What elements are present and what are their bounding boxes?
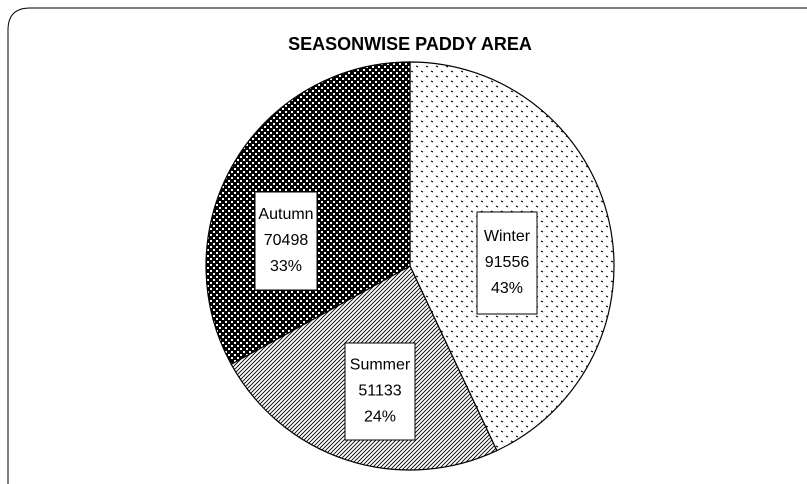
- label-box: [476, 211, 538, 315]
- area-label: 91556: [485, 254, 530, 271]
- category-label: Autumn: [258, 206, 313, 223]
- frame: [7, 7, 807, 484]
- label-box: [254, 191, 318, 291]
- label-box: [344, 342, 416, 441]
- category-label: Winter: [484, 228, 531, 245]
- area-label: 70498: [264, 232, 309, 249]
- area-label: 51133: [358, 383, 401, 400]
- percent-label: 33%: [270, 258, 302, 275]
- category-label: Summer: [350, 357, 411, 374]
- chart-title: SEASONWISE PADDY AREA: [288, 34, 532, 54]
- percent-label: 43%: [491, 280, 523, 297]
- percent-label: 24%: [364, 409, 396, 426]
- labels: Winter 91556 43% Summer 51133 24% Autumn 70498 3…: [254, 191, 538, 441]
